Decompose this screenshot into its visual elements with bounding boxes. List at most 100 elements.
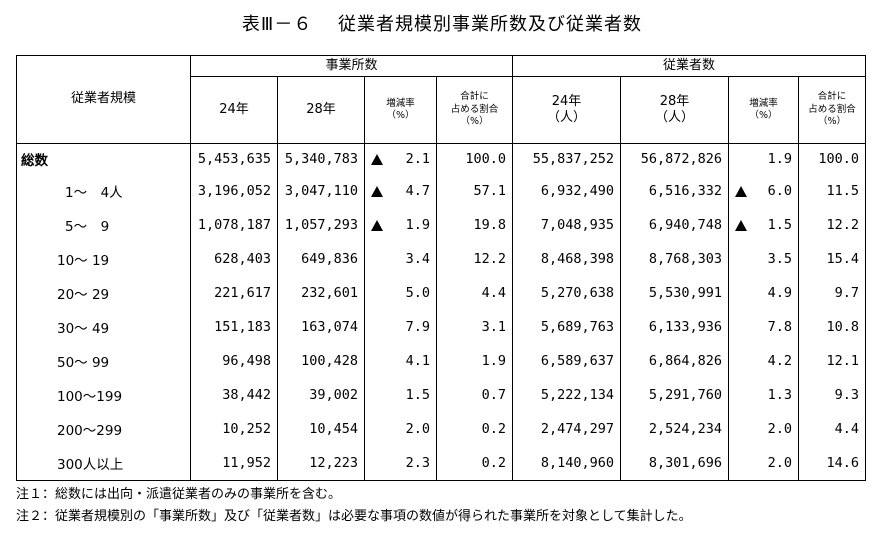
header-e-rate: 増減率 （%） [364,76,437,144]
cell-erate: 2.3 [364,446,437,481]
cell-e28: 5,340,783 [277,143,365,174]
cell-p28: 6,864,826 [620,344,729,378]
cell-e28: 3,047,110 [277,174,365,208]
cell-eshare: 57.1 [435,174,513,208]
note-2: 注２：従業者規模別の「事業所数」及び「従業者数」は必要な事項の数値が得られた事業… [16,509,692,524]
cell-value: 2.1 [405,151,430,167]
decrease-triangle-icon [371,153,383,165]
cell-p28: 5,291,760 [620,378,729,412]
cell-p28: 8,768,303 [620,242,729,276]
cell-erate: 5.0 [364,276,437,310]
row-label: 100～199 [16,378,191,412]
table-row: 100～199 38,442 39,002 1.5 0.7 5,222,134 5,291,… [16,378,867,412]
cell-erate: 2.0 [364,412,437,446]
table-row: 20～ 29 221,617 232,601 5.0 4.4 5,270,638 5,530… [16,276,867,310]
cell-e24: 38,442 [190,378,278,412]
note-1: 注１：総数には出向・派遣従業者のみの事業所を含む。 [16,487,342,502]
cell-pshare: 10.8 [798,310,867,344]
cell-eshare: 0.2 [435,412,513,446]
header-p-share: 合計に 占める割合 （%） [798,76,867,144]
header-p-rate: 増減率 （%） [728,76,800,144]
cell-p28: 2,524,234 [620,412,729,446]
cell-e24: 10,252 [190,412,278,446]
cell-e24: 96,498 [190,344,278,378]
row-label: 300人以上 [16,446,191,481]
cell-value: 1.5 [767,217,793,233]
table-row: 総数 5,453,635 5,340,783 2.1 100.0 55,837,252 56… [16,143,867,174]
cell-e28: 232,601 [277,276,365,310]
cell-prate: 1.9 [728,143,799,174]
cell-prate: 7.8 [728,310,799,344]
decrease-triangle-icon [735,185,748,197]
header-e-share: 合計に 占める割合 （%） [435,76,514,144]
cell-p28: 8,301,696 [620,446,729,481]
cell-p24: 7,048,935 [512,208,621,242]
cell-e28: 39,002 [277,378,365,412]
cell-value: 4.7 [405,183,430,199]
cell-prate: 3.5 [728,242,799,276]
cell-prate: 2.0 [728,446,799,481]
decrease-triangle-icon [371,185,383,197]
table-row: 30～ 49 151,183 163,074 7.9 3.1 5,689,763 6,133… [16,310,867,344]
cell-eshare: 19.8 [435,208,513,242]
cell-erate: 1.9 [364,208,437,242]
cell-pshare: 11.5 [798,174,867,208]
header-e24: 24年 [190,76,278,144]
cell-p24: 55,837,252 [512,143,621,174]
table-row: 5～ 9 1,078,187 1,057,293 1.9 19.8 7,048,935 6,… [16,208,867,242]
cell-p28: 6,940,748 [620,208,729,242]
table-row: 10～ 19 628,403 649,836 3.4 12.2 8,468,398 8,76… [16,242,867,276]
table-row: 300人以上 11,952 12,223 2.3 0.2 8,140,960 8,301,6… [16,446,867,481]
cell-pshare: 9.3 [798,378,867,412]
cell-erate: 3.4 [364,242,437,276]
cell-e24: 5,453,635 [190,143,278,174]
header-establishments: 事業所数 [189,55,514,77]
table-row: 50～ 99 96,498 100,428 4.1 1.9 6,589,637 6,864,… [16,344,867,378]
cell-p24: 6,589,637 [512,344,621,378]
decrease-triangle-icon [735,219,748,231]
cell-prate: 6.0 [728,174,799,208]
cell-erate: 1.5 [364,378,437,412]
cell-p24: 6,932,490 [512,174,621,208]
cell-erate: 4.7 [364,174,437,208]
decrease-triangle-icon [371,219,383,231]
data-table: 従業者規模 事業所数 従業者数 24年 28年 増減率 （%） 合計に 占める割合（… [16,55,867,481]
cell-p24: 8,140,960 [512,446,621,481]
header-size: 従業者規模 [16,55,191,144]
cell-e28: 163,074 [277,310,365,344]
notes: 注１：総数には出向・派遣従業者のみの事業所を含む。 注２：従業者規模別の「事業所… [16,484,692,528]
row-label: 50～ 99 [16,344,191,378]
cell-e24: 221,617 [190,276,278,310]
cell-prate: 2.0 [728,412,799,446]
cell-eshare: 4.4 [435,276,513,310]
cell-e28: 649,836 [277,242,365,276]
cell-p24: 5,270,638 [512,276,621,310]
cell-erate: 7.9 [364,310,437,344]
row-label: 10～ 19 [16,242,191,276]
cell-eshare: 1.9 [435,344,513,378]
header-p28: 28年 （人） [620,76,730,144]
row-label: 1～ 4人 [16,174,191,208]
row-label: 5～ 9 [16,208,191,242]
cell-e24: 3,196,052 [190,174,278,208]
cell-p28: 6,133,936 [620,310,729,344]
cell-e28: 12,223 [277,446,365,481]
cell-pshare: 14.6 [798,446,867,481]
cell-e28: 100,428 [277,344,365,378]
cell-pshare: 12.1 [798,344,867,378]
table-row: 1～ 4人 3,196,052 3,047,110 4.7 57.1 6,932,490 6… [16,174,867,208]
cell-eshare: 100.0 [435,143,513,174]
cell-e24: 628,403 [190,242,278,276]
table-row: 200～299 10,252 10,454 2.0 0.2 2,474,297 2,524,… [16,412,867,446]
cell-erate: 4.1 [364,344,437,378]
cell-e28: 10,454 [277,412,365,446]
cell-e24: 151,183 [190,310,278,344]
cell-eshare: 12.2 [435,242,513,276]
cell-prate: 1.3 [728,378,799,412]
table-title: 表Ⅲ－６ 従業者規模別事業所数及び従業者数 [241,14,643,35]
header-p24: 24年 （人） [512,76,622,144]
cell-p28: 56,872,826 [620,143,729,174]
row-label: 30～ 49 [16,310,191,344]
cell-value: 1.9 [405,217,430,233]
header-employees: 従業者数 [512,55,867,77]
